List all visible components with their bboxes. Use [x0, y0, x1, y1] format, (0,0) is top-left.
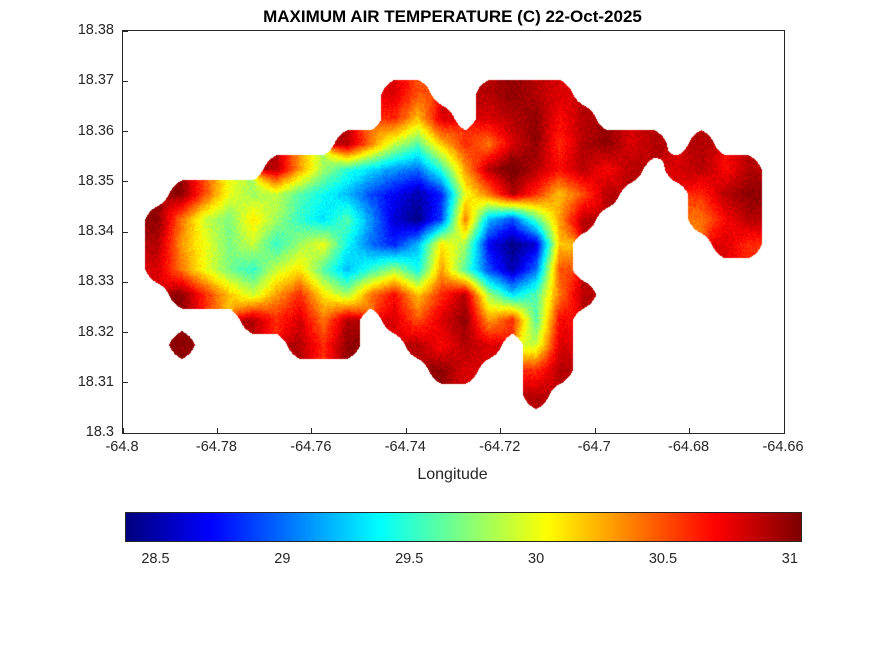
- heatmap-canvas: [123, 31, 784, 433]
- colorbar-tick-label: 29: [274, 551, 291, 567]
- colorbar-tick-label: 29.5: [395, 551, 424, 567]
- y-tick-mark: [123, 80, 128, 82]
- y-tick-mark: [123, 231, 128, 233]
- colorbar-tick-label: 28.5: [141, 551, 170, 567]
- y-tick-mark: [123, 281, 128, 283]
- y-tick-mark: [123, 30, 128, 32]
- y-tick-mark: [123, 131, 128, 132]
- x-tick-label: -64.68: [668, 439, 710, 455]
- y-tick-label: 18.34: [77, 223, 114, 239]
- x-tick-mark: [500, 428, 502, 433]
- colorbar: [125, 512, 802, 542]
- x-tick-label: -64.78: [195, 439, 237, 455]
- x-tick-mark: [216, 428, 218, 433]
- y-tick-mark: [123, 181, 128, 183]
- y-tick-label: 18.38: [77, 22, 114, 38]
- x-axis-label: Longitude: [417, 466, 488, 483]
- colorbar-tick-label: 30: [528, 551, 545, 567]
- chart-title: MAXIMUM AIR TEMPERATURE (C) 22-Oct-2025: [263, 7, 642, 26]
- y-tick-mark: [123, 382, 128, 384]
- x-tick-label: -64.7: [577, 439, 611, 455]
- x-tick-mark: [783, 428, 785, 433]
- plot-area: [122, 30, 785, 434]
- y-tick-label: 18.36: [77, 122, 114, 139]
- y-tick-label: 18.33: [77, 273, 114, 290]
- x-tick-mark: [122, 428, 124, 433]
- x-tick-label: -64.72: [479, 439, 521, 455]
- x-tick-label: -64.76: [290, 439, 332, 455]
- x-tick-mark: [594, 428, 596, 433]
- y-tick-mark: [123, 332, 128, 333]
- x-tick-label: -64.74: [384, 439, 426, 455]
- x-tick-mark: [689, 428, 691, 433]
- y-tick-label: 18.32: [77, 323, 114, 340]
- x-tick-label: -64.8: [105, 439, 139, 455]
- y-tick-label: 18.35: [77, 172, 114, 189]
- x-tick-mark: [405, 428, 407, 433]
- y-tick-mark: [123, 432, 128, 434]
- y-tick-label: 18.31: [77, 373, 114, 390]
- colorbar-tick-label: 30.5: [648, 551, 678, 567]
- x-tick-mark: [311, 428, 313, 433]
- y-tick-label: 18.37: [77, 72, 114, 89]
- colorbar-canvas: [126, 513, 801, 541]
- colorbar-tick-label: 31: [781, 551, 798, 567]
- x-tick-label: -64.66: [762, 439, 804, 455]
- y-tick-label: 18.3: [85, 424, 114, 440]
